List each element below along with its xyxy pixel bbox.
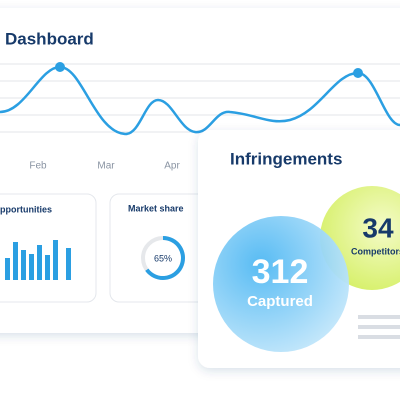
dashboard-title: Dashboard [5,29,94,48]
mini-bar [66,248,71,280]
mini-bar [13,242,18,280]
donut-arc [145,236,185,280]
captured-label: Captured [247,293,313,310]
trend-line [0,65,400,136]
text-placeholder [358,315,400,319]
mini-bar [5,258,10,280]
trend-dot [353,68,363,78]
captured-bubble [213,216,349,352]
mini-bar [45,255,50,280]
market-share-title: Market share [128,203,184,213]
competitors-label: Competitors [351,246,400,256]
mini-bar [53,240,58,280]
mini-bar [21,250,26,280]
mini-bars [5,240,71,280]
captured-value: 312 [252,253,309,291]
month-label: Mar [97,161,115,172]
infringements-title: Infringements [230,149,342,168]
month-label: Apr [164,161,180,172]
month-label: Feb [29,161,47,172]
competitors-value: 34 [362,212,394,243]
opportunities-title: Opportunities [0,204,52,214]
donut-label: 65% [154,253,172,263]
mini-bar [29,254,34,280]
text-placeholder [358,325,400,329]
text-placeholder [358,335,400,339]
mini-bar [37,245,42,280]
trend-dot [55,62,65,72]
